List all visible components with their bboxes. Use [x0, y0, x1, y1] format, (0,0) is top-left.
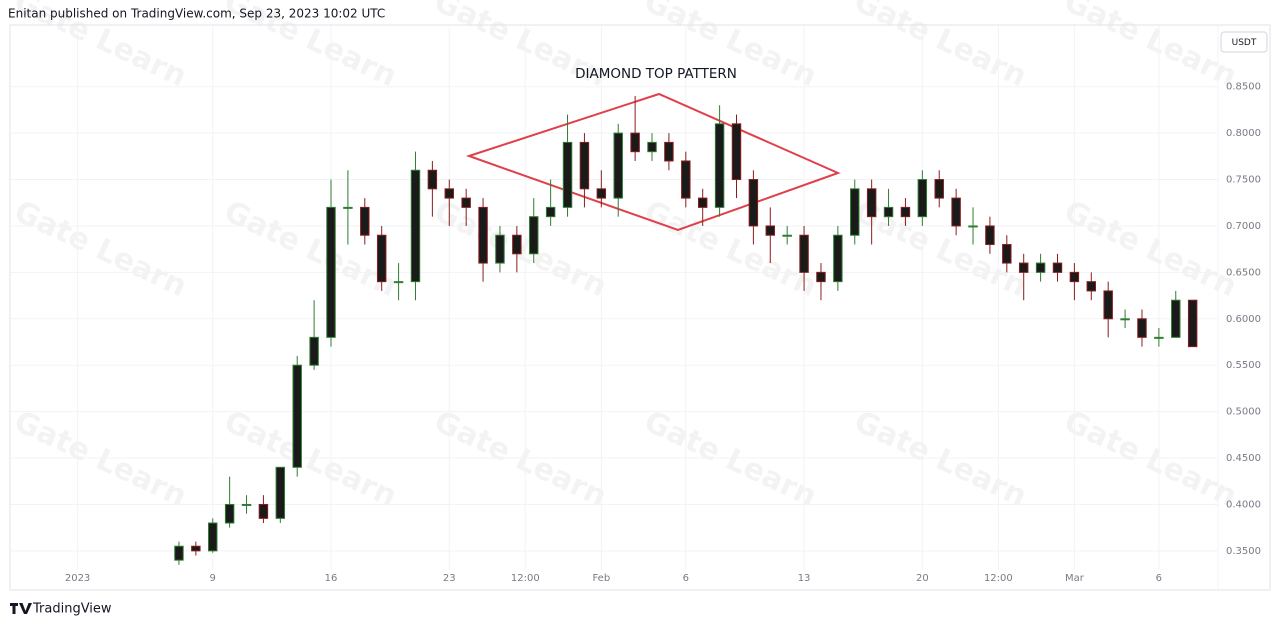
- candle-body: [1103, 290, 1113, 320]
- candle-body: [393, 281, 404, 284]
- y-tick-label: 0.3500: [1226, 546, 1261, 557]
- x-tick-label: 9: [210, 573, 216, 584]
- currency-badge[interactable]: [1220, 31, 1268, 53]
- brand-name: TradingView: [32, 602, 112, 617]
- candle-body: [1137, 318, 1147, 338]
- candle-body: [208, 522, 218, 552]
- candle-body: [799, 234, 809, 273]
- candle-body: [1187, 299, 1198, 348]
- candle-body: [765, 225, 776, 236]
- candle-body: [1002, 244, 1012, 264]
- candle-body: [241, 503, 252, 506]
- candle-body: [1069, 271, 1080, 283]
- candle-body: [1086, 281, 1097, 292]
- y-tick-label: 0.8000: [1226, 128, 1261, 139]
- x-tick-label: 12:00: [984, 573, 1013, 584]
- candle-body: [985, 225, 995, 246]
- candle-body: [579, 141, 590, 190]
- candle-body: [697, 197, 708, 208]
- candle-body: [1120, 318, 1130, 321]
- candle-body: [427, 169, 438, 190]
- y-tick-label: 0.8500: [1226, 82, 1261, 93]
- candle-body: [275, 466, 286, 519]
- candle-body: [461, 197, 471, 208]
- candle-body: [968, 225, 978, 228]
- candle-body: [1154, 336, 1164, 339]
- candle-body: [258, 503, 269, 519]
- x-tick-label: 23: [443, 573, 456, 584]
- candle-body: [850, 188, 860, 236]
- y-tick-label: 0.7000: [1226, 221, 1261, 232]
- grid: [10, 25, 1218, 570]
- candle-body: [360, 206, 370, 236]
- candle-body: [934, 179, 944, 199]
- candle-body: [512, 234, 522, 255]
- candle-body: [647, 141, 657, 153]
- candle-body: [224, 503, 235, 524]
- candle-body: [900, 206, 911, 218]
- candle-body: [292, 364, 302, 468]
- candle-body: [714, 123, 725, 208]
- candle-body: [1035, 262, 1046, 273]
- candle-body: [410, 169, 421, 283]
- candles: [174, 95, 1198, 565]
- annotation: DIAMOND TOP PATTERN: [575, 66, 737, 82]
- candle-body: [664, 141, 674, 162]
- x-tick-label: 2023: [65, 573, 90, 584]
- y-tick-label: 0.6500: [1226, 267, 1261, 278]
- x-tick-label: 6: [1156, 573, 1162, 584]
- candle-body: [731, 123, 742, 181]
- y-tick-label: 0.5500: [1226, 360, 1261, 371]
- y-tick-label: 0.6000: [1226, 314, 1261, 325]
- brand-logo: [10, 603, 32, 614]
- candle-body: [596, 188, 607, 199]
- candle-body: [782, 234, 792, 237]
- x-tick-label: 16: [325, 573, 338, 584]
- candle-body: [833, 234, 843, 283]
- diamond-pattern: [465, 92, 841, 232]
- candle-body: [816, 271, 826, 283]
- candle-body: [529, 216, 539, 255]
- candle-body: [326, 206, 336, 338]
- candle-body: [748, 179, 759, 227]
- x-tick-label: 20: [916, 573, 929, 584]
- candle-body: [613, 132, 623, 199]
- candle-body: [309, 336, 319, 366]
- candle-body: [1171, 299, 1181, 338]
- y-tick-label: 0.4000: [1226, 499, 1261, 510]
- currency-label: USDT: [1232, 38, 1257, 48]
- candle-body: [681, 160, 691, 199]
- candle-body: [376, 234, 387, 283]
- candle-body: [951, 197, 961, 227]
- pane-border: [9, 24, 1271, 591]
- candle-body: [495, 234, 505, 264]
- x-tick-label: Mar: [1065, 573, 1085, 584]
- x-tick-label: 13: [798, 573, 811, 584]
- candle-body: [191, 545, 201, 552]
- publisher-line: Enitan published on TradingView.com, Sep…: [8, 7, 385, 21]
- candle-body: [343, 206, 353, 209]
- candle-body: [917, 179, 928, 218]
- candle-body: [444, 188, 454, 199]
- candle-body: [1052, 262, 1063, 273]
- candle-body: [478, 206, 488, 264]
- x-tick-label: 6: [683, 573, 689, 584]
- x-tick-label: 12:00: [511, 573, 540, 584]
- candle-body: [545, 206, 556, 218]
- candle-body: [562, 141, 573, 208]
- x-tick-label: Feb: [592, 573, 610, 584]
- candle-body: [174, 545, 184, 561]
- candle-body: [883, 206, 894, 218]
- y-tick-label: 0.4500: [1226, 453, 1261, 464]
- candle-body: [630, 132, 640, 153]
- candle-body: [1018, 262, 1029, 273]
- y-tick-label: 0.7500: [1226, 175, 1261, 186]
- candle-body: [866, 188, 877, 218]
- y-tick-label: 0.5000: [1226, 407, 1261, 418]
